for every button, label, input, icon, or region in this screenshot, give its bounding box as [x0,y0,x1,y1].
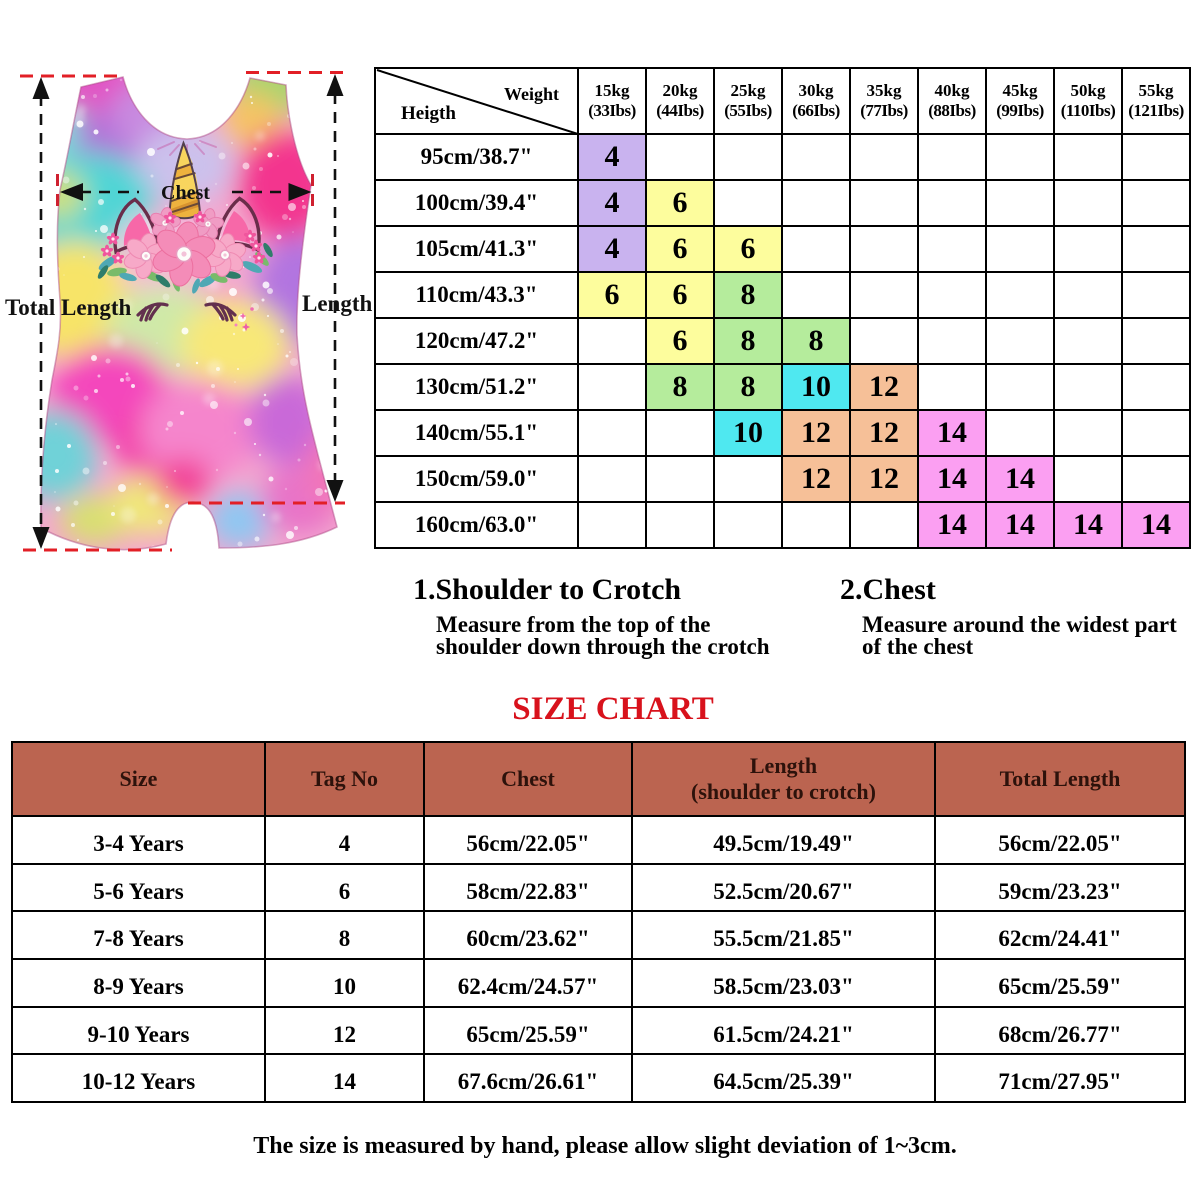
svg-text:Total Length: Total Length [5,295,132,320]
svg-text:Length: Length [302,291,373,316]
svg-text:Chest: Chest [161,182,210,204]
